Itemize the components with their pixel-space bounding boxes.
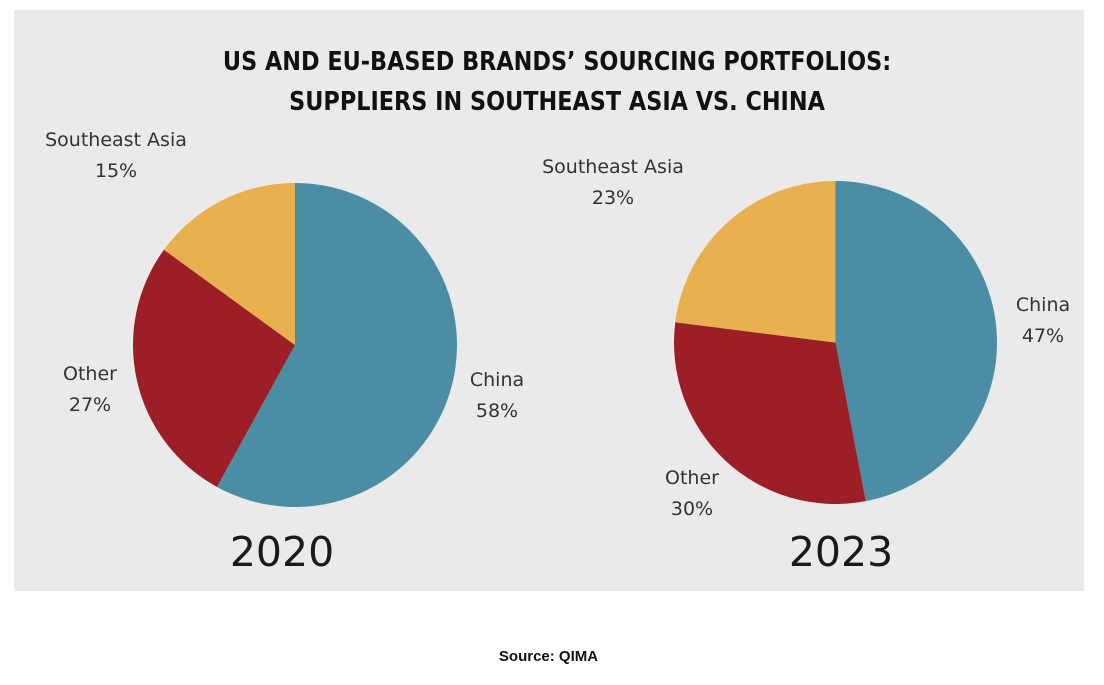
label-2023-other: Other 30% — [665, 467, 719, 520]
pie-slice-2023-southeast-asia — [675, 181, 836, 343]
chart-title-line-2: SUPPLIERS IN SOUTHEAST ASIA VS. CHINA — [289, 87, 825, 117]
pie-chart-2023 — [674, 181, 997, 504]
label-2020-china: China 58% — [469, 369, 525, 422]
label-2023-china: China 47% — [1015, 294, 1071, 347]
pie-slice-2020-southeast-asia — [163, 183, 295, 345]
year-label-2023: 2023 — [788, 528, 894, 576]
label-2023-southeast-asia: Southeast Asia 23% — [542, 156, 684, 209]
pie-slice-2020-china — [216, 183, 457, 507]
source-note: Source: QIMA — [498, 648, 599, 665]
pie-chart-2020 — [133, 183, 457, 507]
label-2020-other: Other 27% — [63, 363, 117, 416]
pie-slice-2023-china — [835, 181, 997, 502]
chart-title-line-1: US AND EU-BASED BRANDS’ SOURCING PORTFOL… — [222, 47, 892, 77]
label-2020-southeast-asia: Southeast Asia 15% — [45, 129, 187, 182]
pie-slice-2020-other — [133, 249, 295, 487]
pie-slice-2023-other — [674, 322, 866, 504]
chart-title: US AND EU-BASED BRANDS’ SOURCING PORTFOL… — [82, 42, 1031, 122]
year-label-2020: 2020 — [229, 528, 335, 576]
